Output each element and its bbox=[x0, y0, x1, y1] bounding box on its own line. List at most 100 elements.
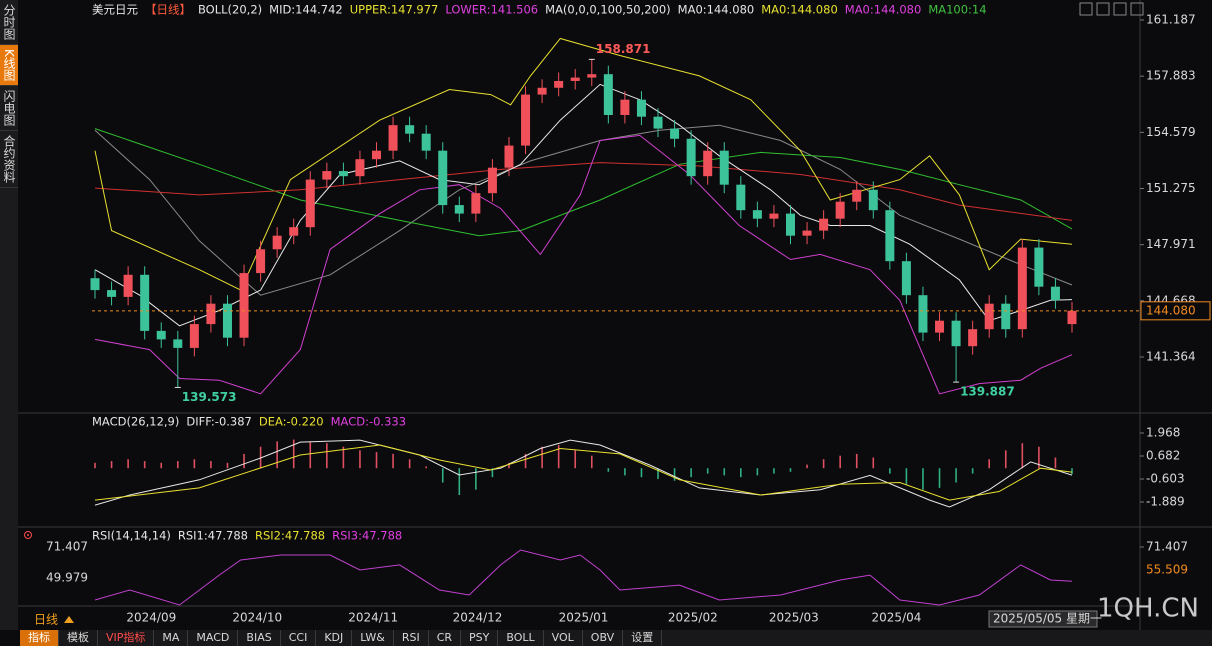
current-price-box bbox=[1140, 301, 1211, 321]
legend-item: 【日线】 bbox=[145, 3, 191, 17]
candle-body bbox=[984, 303, 994, 330]
candle-body bbox=[769, 213, 779, 219]
candle-body bbox=[736, 184, 746, 211]
sidebar-tab[interactable]: K线图 bbox=[0, 45, 18, 86]
x-tick-label: 2025/04 bbox=[872, 611, 922, 625]
candle-body bbox=[156, 330, 166, 340]
legend-item: DEA:-0.220 bbox=[259, 415, 324, 429]
candle-body bbox=[1067, 310, 1077, 325]
indicator-line bbox=[94, 37, 1073, 291]
candle-body bbox=[504, 145, 514, 168]
candle-body bbox=[1017, 247, 1027, 330]
x-tick-label: 2025/02 bbox=[668, 611, 718, 625]
indicator-line bbox=[94, 439, 1073, 508]
legend-item: MA0:144.080 bbox=[761, 3, 838, 17]
candle-body bbox=[107, 290, 117, 297]
candle-body bbox=[885, 210, 895, 262]
toolbar-tab[interactable]: 指标 bbox=[20, 630, 59, 646]
legend-item: 美元日元 bbox=[92, 3, 138, 17]
toolbar-tab[interactable]: 设置 bbox=[623, 630, 663, 646]
toolbar-tab[interactable]: OBV bbox=[583, 630, 624, 646]
candle-body bbox=[935, 320, 945, 333]
period-selector[interactable]: 日线 bbox=[34, 613, 58, 627]
y-tick-label: 141.364 bbox=[1146, 350, 1196, 364]
candle-body bbox=[355, 159, 365, 177]
toolbar-tab[interactable]: KDJ bbox=[316, 630, 353, 646]
x-tick-label: 2025/01 bbox=[559, 611, 609, 625]
toolbar-tab[interactable]: BOLL bbox=[498, 630, 544, 646]
candle-body bbox=[1034, 247, 1044, 287]
y-tick-label: 147.971 bbox=[1146, 237, 1196, 251]
legend-item: MA0:144.080 bbox=[678, 3, 755, 17]
x-tick-label: 2024/10 bbox=[232, 611, 282, 625]
toolbar-tab[interactable]: VOL bbox=[544, 630, 583, 646]
sidebar-tab[interactable]: 合约资料 bbox=[0, 131, 18, 188]
candle-body bbox=[189, 324, 199, 348]
sidebar-tab[interactable]: 闪电图 bbox=[0, 86, 18, 131]
candle-body bbox=[802, 230, 812, 236]
candle-body bbox=[173, 339, 183, 348]
window-button[interactable] bbox=[1096, 2, 1110, 16]
candle-body bbox=[835, 201, 845, 219]
y-tick-label: 71.407 bbox=[46, 540, 88, 554]
settings-icon[interactable] bbox=[24, 531, 32, 539]
candle-body bbox=[487, 167, 497, 194]
legend-item: UPPER:147.977 bbox=[350, 3, 439, 17]
toolbar-tab[interactable]: LW& bbox=[352, 630, 394, 646]
toolbar-tab[interactable]: RSI bbox=[394, 630, 429, 646]
extreme-label: 139.887 bbox=[960, 385, 1015, 399]
candle-body bbox=[670, 128, 680, 139]
candle-body bbox=[901, 261, 911, 296]
toolbar-tab[interactable]: BIAS bbox=[238, 630, 281, 646]
y-tick-label: -0.603 bbox=[1146, 471, 1185, 485]
candle-body bbox=[305, 179, 315, 228]
window-button[interactable] bbox=[1079, 2, 1093, 16]
legend-item: MACD(26,12,9) bbox=[92, 415, 179, 429]
legend-item: LOWER:141.506 bbox=[445, 3, 538, 17]
candle-body bbox=[636, 99, 646, 117]
candle-body bbox=[206, 303, 216, 325]
toolbar-tab[interactable]: VIP指标 bbox=[98, 630, 155, 646]
candle-body bbox=[438, 150, 448, 206]
y-tick-label: 1.968 bbox=[1146, 426, 1180, 440]
y-tick-label: 161.187 bbox=[1146, 13, 1196, 27]
current-price-label: 144.080 bbox=[1146, 303, 1196, 317]
legend-item: MA100:14 bbox=[928, 3, 986, 17]
cursor-value: 55.509 bbox=[1146, 562, 1188, 576]
candle-body bbox=[603, 74, 613, 115]
candle-body bbox=[570, 77, 580, 81]
candle-body bbox=[140, 274, 150, 331]
legend-item: RSI3:47.788 bbox=[332, 529, 402, 543]
candle-body bbox=[620, 99, 630, 115]
window-button[interactable] bbox=[1113, 2, 1127, 16]
candle-body bbox=[239, 273, 249, 338]
candle-body bbox=[1001, 303, 1011, 330]
toolbar-tab[interactable]: CCI bbox=[281, 630, 317, 646]
window-button[interactable] bbox=[1130, 2, 1144, 16]
toolbar-tab[interactable]: PSY bbox=[461, 630, 499, 646]
candle-body bbox=[587, 74, 597, 78]
legend-item: BOLL(20,2) bbox=[198, 3, 262, 17]
toolbar-tab[interactable]: MA bbox=[154, 630, 189, 646]
legend-item: MID:144.742 bbox=[269, 3, 343, 17]
indicator-line bbox=[94, 134, 1073, 395]
candle-body bbox=[421, 133, 431, 151]
candle-body bbox=[338, 171, 348, 177]
window-buttons[interactable] bbox=[1079, 2, 1144, 16]
candle-body bbox=[554, 80, 564, 88]
x-tick-label: 2024/11 bbox=[348, 611, 398, 625]
period-arrow[interactable] bbox=[64, 616, 74, 623]
y-tick-label: 49.979 bbox=[46, 571, 88, 585]
candle-body bbox=[272, 235, 282, 250]
candle-body bbox=[819, 218, 829, 231]
candle-body bbox=[521, 94, 531, 146]
cursor-date: 2025/05/05 星期一 bbox=[993, 612, 1102, 626]
indicator-line bbox=[94, 83, 1073, 327]
toolbar-tab[interactable]: CR bbox=[429, 630, 462, 646]
candle-body bbox=[454, 205, 464, 214]
toolbar-tab[interactable]: MACD bbox=[188, 630, 239, 646]
sidebar-tab[interactable]: 分时图 bbox=[0, 0, 18, 45]
toolbar-tab[interactable]: 模板 bbox=[59, 630, 98, 646]
y-tick-label: 71.407 bbox=[1146, 540, 1188, 554]
